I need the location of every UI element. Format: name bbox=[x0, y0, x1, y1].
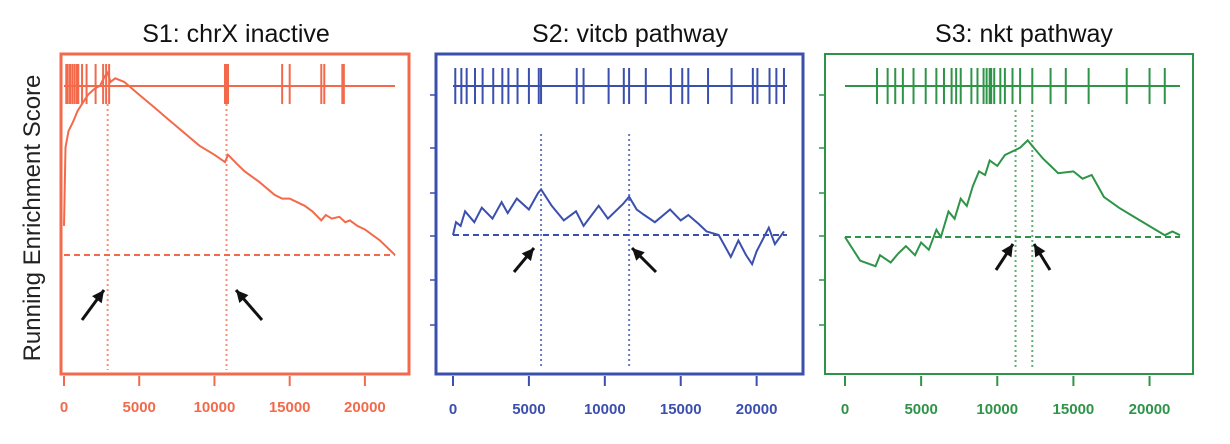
x-tick-label: 0 bbox=[841, 401, 849, 418]
panel-title: S1: chrX inactive bbox=[142, 20, 330, 48]
x-axis: 0 5000 10000 15000 20000 bbox=[60, 376, 386, 416]
hit-rug bbox=[845, 68, 1180, 104]
arrow-icon bbox=[512, 247, 536, 273]
x-tick-label: 10000 bbox=[584, 401, 626, 418]
panel-title: S2: vitcb pathway bbox=[532, 20, 728, 48]
panel-s3: S3: nkt pathway 0 5000 10000 15000 20000 bbox=[819, 20, 1194, 418]
x-tick-label: 0 bbox=[60, 399, 68, 416]
panel-title: S3: nkt pathway bbox=[935, 20, 1113, 48]
x-tick-label: 20000 bbox=[1129, 401, 1171, 418]
enrichment-curve bbox=[452, 187, 785, 267]
plot-frame bbox=[59, 52, 411, 376]
plot-frame bbox=[434, 52, 805, 376]
x-tick-label: 10000 bbox=[976, 401, 1018, 418]
y-axis-label: Running Enrichment Score bbox=[19, 75, 46, 362]
arrow-head bbox=[632, 248, 645, 261]
plot-area bbox=[844, 68, 1181, 370]
hit-rug bbox=[453, 68, 787, 104]
x-tick-label: 0 bbox=[449, 401, 457, 418]
arrow-head bbox=[236, 290, 249, 303]
plot-area bbox=[63, 64, 396, 370]
y-axis-ticks bbox=[430, 94, 436, 326]
arrow-icon bbox=[1032, 243, 1052, 271]
arrow-icon bbox=[234, 289, 264, 321]
arrow-head bbox=[92, 290, 104, 304]
arrow-head bbox=[1034, 244, 1046, 258]
x-tick-label: 5000 bbox=[904, 401, 937, 418]
panel-s1: S1: chrX inactive 0 5000 10000 15000 20000 bbox=[59, 20, 411, 416]
x-tick-label: 20000 bbox=[344, 399, 386, 416]
arrow-icon bbox=[630, 246, 658, 274]
x-axis: 0 5000 10000 15000 20000 bbox=[841, 376, 1171, 418]
arrow-head bbox=[521, 248, 534, 262]
x-tick-label: 15000 bbox=[1053, 401, 1095, 418]
hit-rug bbox=[64, 64, 395, 104]
x-tick-label: 10000 bbox=[194, 399, 236, 416]
plot-area bbox=[452, 68, 787, 368]
enrichment-curve bbox=[844, 138, 1181, 268]
x-axis: 0 5000 10000 15000 20000 bbox=[449, 376, 778, 418]
y-axis-ticks bbox=[819, 94, 825, 326]
arrow-icon bbox=[80, 289, 106, 321]
arrow-head bbox=[1001, 244, 1013, 258]
x-tick-label: 15000 bbox=[269, 399, 311, 416]
plot-frame bbox=[824, 53, 1194, 375]
x-tick-label: 5000 bbox=[512, 401, 545, 418]
x-tick-label: 5000 bbox=[123, 399, 156, 416]
arrow-icon bbox=[994, 243, 1015, 271]
x-tick-label: 15000 bbox=[660, 401, 702, 418]
enrichment-curve bbox=[63, 70, 396, 256]
panel-s2: S2: vitcb pathway 0 5000 10000 15000 20000 bbox=[430, 20, 805, 418]
x-tick-label: 20000 bbox=[736, 401, 778, 418]
